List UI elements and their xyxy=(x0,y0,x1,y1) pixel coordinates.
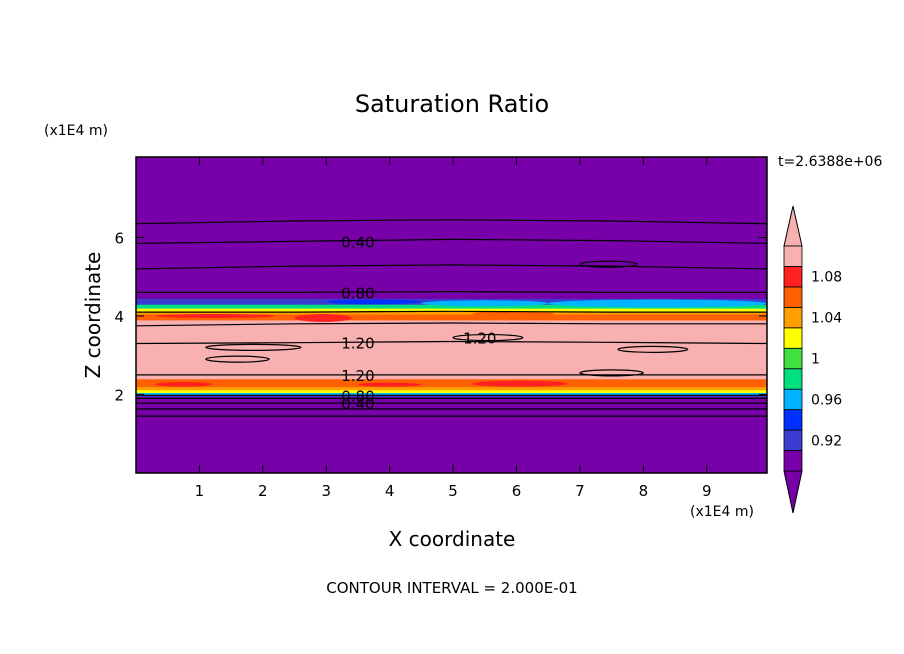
colorbar-swatch-3 xyxy=(783,388,803,411)
colorbar-swatch-4 xyxy=(783,368,803,390)
shaded-patch-2 xyxy=(472,311,555,316)
contour-line-11 xyxy=(135,238,768,244)
x-tick-label-6: 6 xyxy=(512,482,522,500)
shaded-band-2 xyxy=(136,392,767,395)
contour-line-9 xyxy=(136,290,767,293)
shaded-band-5 xyxy=(136,378,767,388)
shaded-band-9 xyxy=(136,308,767,312)
contour-label-9: 0.80 xyxy=(341,284,374,302)
colorbar-label-1.08: 1.08 xyxy=(811,270,842,286)
colorbar-swatch-6 xyxy=(783,327,803,349)
shaded-band-3 xyxy=(136,389,767,394)
shaded-patch-7 xyxy=(421,300,549,307)
x-tick-label-3: 3 xyxy=(321,482,331,500)
colorbar-top-arrow xyxy=(783,205,803,247)
shaded-patch-4 xyxy=(472,380,568,387)
plot-frame xyxy=(135,156,768,474)
contour-interval-footer: CONTOUR INTERVAL = 2.000E-01 xyxy=(326,579,577,597)
contour-label-5: 1.20 xyxy=(341,367,374,385)
colorbar-label-0.92: 0.92 xyxy=(811,433,842,449)
x-tick-label-4: 4 xyxy=(385,482,395,500)
colorbar-bottom-arrow xyxy=(783,470,803,514)
colorbar-label-1: 1 xyxy=(811,352,820,368)
contour-lines: 0.400.801.201.200.800.401.20 xyxy=(135,219,768,417)
x-tick-label-8: 8 xyxy=(639,482,649,500)
shaded-band-12 xyxy=(136,157,767,299)
colorbar-swatch-2 xyxy=(783,409,803,431)
shaded-patch-0 xyxy=(294,314,352,322)
shaded-patch-6 xyxy=(548,299,767,308)
contour-label-6: 1.20 xyxy=(341,335,374,353)
contour-island-4 xyxy=(579,369,644,377)
contour-island-3 xyxy=(617,345,689,353)
contour-island-1 xyxy=(205,355,270,363)
colorbar-swatch-7 xyxy=(783,306,803,329)
contour-label-11: 0.40 xyxy=(341,233,374,251)
x-tick-label-9: 9 xyxy=(702,482,712,500)
contour-island-0 xyxy=(205,343,302,351)
colorbar: 1.08 1.04 1 0.96 0.92 xyxy=(783,205,842,514)
x-unit-label: (x1E4 m) xyxy=(690,504,754,520)
colorbar-swatch-8 xyxy=(783,286,803,308)
shaded-band-0 xyxy=(136,396,767,474)
contour-line-12 xyxy=(135,219,768,225)
y-axis-label: Z coordinate xyxy=(81,252,105,379)
y-tick-label-6: 6 xyxy=(114,229,124,247)
time-label: t=2.6388e+06 xyxy=(778,154,882,170)
x-tick-label-2: 2 xyxy=(258,482,268,500)
y-tick-label-4: 4 xyxy=(114,308,124,326)
x-axis-label: X coordinate xyxy=(389,527,516,551)
contour-label-2: 0.40 xyxy=(341,395,374,413)
contour-line-7 xyxy=(135,322,767,327)
shaded-patch-8 xyxy=(326,299,422,305)
y-axis-ticks: 2 4 6 xyxy=(114,229,767,404)
shaded-patch-1 xyxy=(155,314,276,318)
x-tick-label-5: 5 xyxy=(448,482,458,500)
contour-island-5 xyxy=(579,260,638,268)
colorbar-label-1.04: 1.04 xyxy=(811,311,842,327)
x-tick-label-1: 1 xyxy=(195,482,205,500)
shaded-band-6 xyxy=(136,319,767,380)
contour-line-6 xyxy=(135,340,768,345)
colorbar-swatch-5 xyxy=(783,347,803,370)
contour-island-2 xyxy=(452,333,524,342)
contour-island-label-2: 1.20 xyxy=(463,330,496,348)
colorbar-label-0.96: 0.96 xyxy=(811,392,842,408)
colorbar-swatch-9 xyxy=(783,266,803,288)
colorbar-swatch-1 xyxy=(783,429,803,451)
shaded-band-10 xyxy=(136,304,767,309)
colorbar-swatch-0 xyxy=(783,450,803,472)
y-tick-label-2: 2 xyxy=(114,386,124,404)
contour-label-4: 0.80 xyxy=(341,387,374,405)
x-tick-label-7: 7 xyxy=(575,482,585,500)
shaded-band-8 xyxy=(136,311,767,315)
chart-title: Saturation Ratio xyxy=(355,90,549,118)
shaded-band-7 xyxy=(136,314,767,321)
shaded-patch-3 xyxy=(155,381,213,387)
shaded-patch-5 xyxy=(357,382,422,387)
plot-area xyxy=(136,157,767,474)
shaded-band-4 xyxy=(136,386,767,391)
x-axis-ticks: 1 2 3 4 5 6 7 8 9 xyxy=(195,157,712,500)
y-unit-label: (x1E4 m) xyxy=(44,123,108,139)
contour-line-10 xyxy=(135,264,768,270)
contour-line-8 xyxy=(136,310,767,313)
colorbar-swatch-10 xyxy=(783,245,803,267)
